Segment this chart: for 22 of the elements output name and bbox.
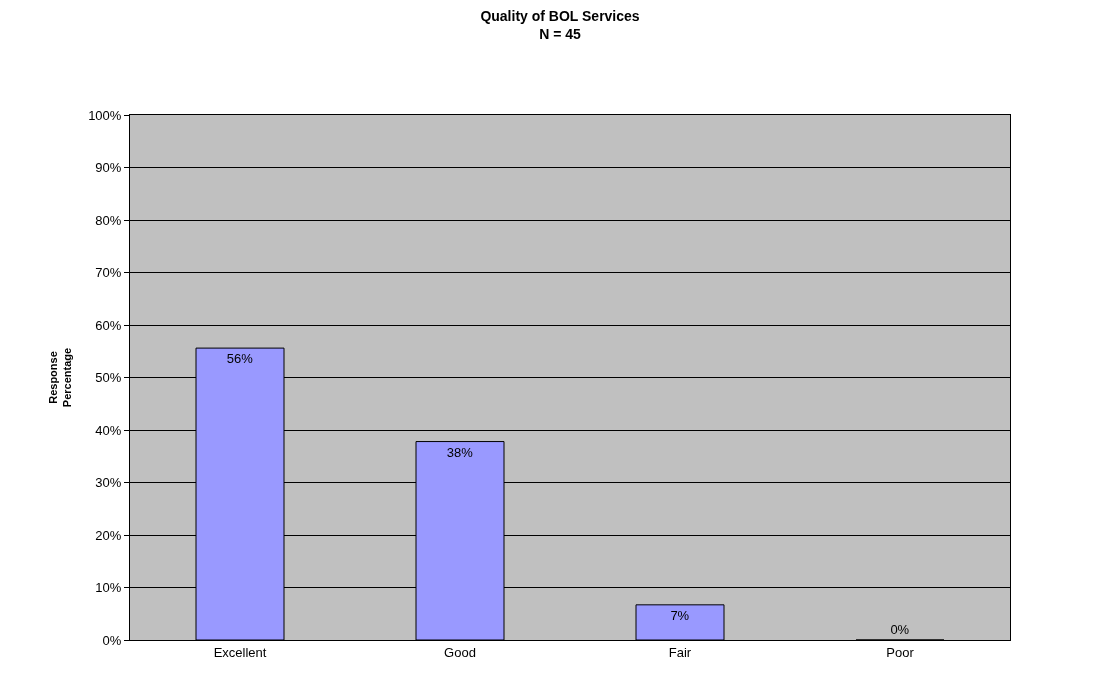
chart-title: Quality of BOL Services (480, 7, 640, 24)
data-label: 0% (890, 622, 910, 637)
y-tick-label: 100% (88, 107, 122, 123)
chart-subtitle: N = 45 (539, 25, 582, 42)
y-tick-label: 0% (102, 632, 122, 648)
y-axis-title: Response Percentage (46, 347, 73, 408)
y-tick-label: 70% (95, 265, 122, 281)
y-tick-label: 30% (95, 475, 122, 491)
data-label: 7% (670, 607, 690, 623)
x-tick-label: Excellent (213, 644, 267, 660)
y-tick-label: 60% (95, 317, 122, 333)
y-tick-label: 20% (95, 527, 122, 543)
data-label: 38% (446, 444, 474, 460)
data-label: 56% (226, 351, 254, 367)
x-tick-label: Poor (886, 644, 915, 660)
x-tick-label: Good (444, 644, 476, 660)
y-tick-label: 10% (95, 580, 122, 596)
y-tick-label: 40% (95, 422, 122, 438)
x-tick-label: Fair (668, 644, 692, 660)
y-tick-label: 50% (95, 370, 122, 386)
y-tick-label: 90% (95, 160, 122, 176)
y-tick-label: 80% (95, 212, 122, 228)
